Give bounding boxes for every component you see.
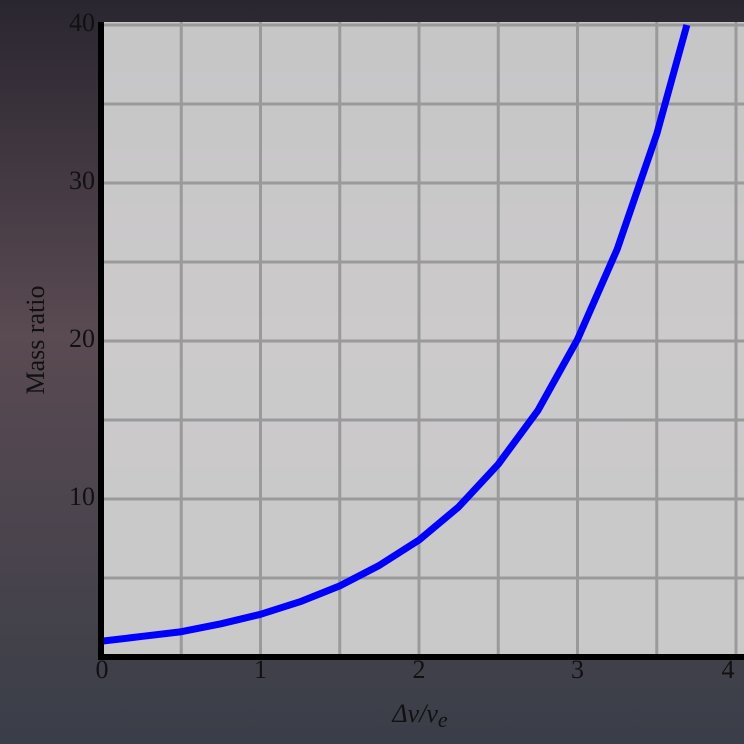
y-tick-label: 10 bbox=[69, 482, 95, 511]
x-axis-label-main: Δv/v bbox=[391, 699, 438, 728]
x-tick-label: 3 bbox=[571, 655, 584, 684]
x-tick-label: 2 bbox=[413, 655, 426, 684]
chart: Mass ratio Δv/ve 10 20 30 40 0 1 2 3 4 bbox=[0, 0, 744, 744]
y-tick-label: 40 bbox=[69, 8, 95, 37]
x-tick-label: 1 bbox=[254, 655, 267, 684]
y-tick-label: 30 bbox=[69, 166, 95, 195]
x-axis-label-sub: e bbox=[438, 707, 448, 732]
x-tick-label: 0 bbox=[96, 655, 109, 684]
page: {"chart_data": { "type": "line", "y_labe… bbox=[0, 0, 744, 744]
y-axis-label: Mass ratio bbox=[21, 285, 50, 394]
x-tick-label: 4 bbox=[722, 655, 735, 684]
y-tick-label: 20 bbox=[69, 324, 95, 353]
